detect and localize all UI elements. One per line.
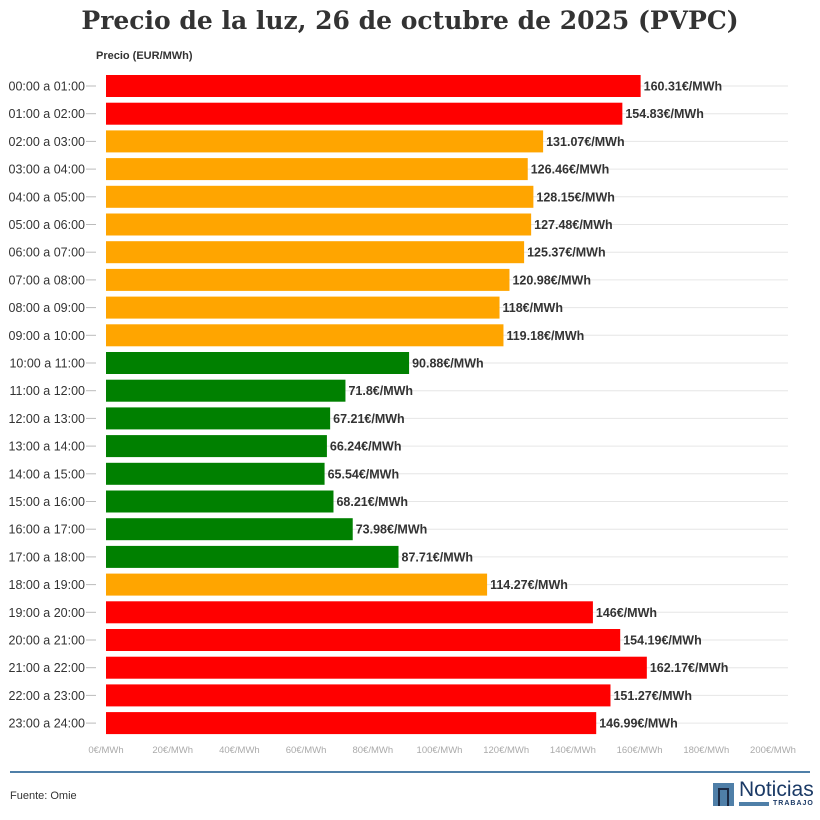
y-tick-label: 08:00 a 09:00 [9,301,86,315]
x-tick-label: 40€/MWh [219,745,260,756]
data-label: 146€/MWh [596,606,657,620]
logo-subtext: TRABAJO [773,800,814,807]
source-note: Fuente: Omie [10,790,77,802]
x-tick-label: 60€/MWh [286,745,327,756]
data-label: 87.71€/MWh [402,550,474,564]
bar [106,296,500,319]
data-label: 67.21€/MWh [333,412,405,426]
data-label: 114.27€/MWh [490,578,568,592]
y-tick-label: 00:00 a 01:00 [9,80,86,94]
data-label: 131.07€/MWh [546,135,625,149]
bar [106,462,325,485]
y-tick-label: 05:00 a 06:00 [9,218,86,232]
x-tick-label: 80€/MWh [352,745,393,756]
bar [106,684,611,707]
y-tick-label: 15:00 a 16:00 [9,495,86,509]
bar-chart: 0€/MWh 20€/MWh 40€/MWh 60€/MWh 80€/MWh 100€/M… [9,75,796,756]
y-tick-label: 17:00 a 18:00 [9,550,86,564]
y-tick-label: 19:00 a 20:00 [9,606,86,620]
y-tick-label: 16:00 a 17:00 [9,523,86,537]
noticias-trabajo-logo: Noticias TRABAJO [713,778,814,808]
bar [106,435,327,458]
y-tick-label: 07:00 a 08:00 [9,273,86,287]
bar [106,629,621,651]
bar [106,407,331,430]
y-tick-label: 21:00 a 22:00 [9,661,86,675]
data-label: 119.18€/MWh [506,329,584,343]
y-tick-label: 23:00 a 24:00 [9,717,86,731]
data-label: 127.48€/MWh [534,218,613,232]
logo-icon [713,783,734,806]
logo-bar [739,802,769,806]
x-tick-label: 100€/MWh [417,745,463,756]
bar [106,573,488,596]
data-label: 128.15€/MWh [536,190,615,204]
bar [106,324,504,347]
x-tick-label: 20€/MWh [152,745,193,756]
bar [106,545,399,568]
bar [106,656,647,679]
data-label: 118€/MWh [503,301,563,315]
bar [106,213,532,236]
bar [106,130,544,153]
bar [106,75,641,97]
y-tick-label: 04:00 a 05:00 [9,190,86,204]
y-tick-label: 18:00 a 19:00 [9,578,86,592]
y-tick-label: 01:00 a 02:00 [9,107,86,121]
y-tick-label: 22:00 a 23:00 [9,689,86,703]
x-tick-label: 120€/MWh [483,745,529,756]
x-tick-label: 200€/MWh [750,745,796,756]
bar [106,185,534,208]
y-tick-label: 09:00 a 10:00 [9,329,86,343]
x-tick-label: 180€/MWh [683,745,729,756]
x-tick-label: 0€/MWh [88,745,123,756]
x-tick-label: 140€/MWh [550,745,596,756]
bar [106,601,593,624]
data-label: 125.37€/MWh [527,246,606,260]
bar [106,490,334,513]
footer-divider [10,771,810,773]
y-tick-label: 02:00 a 03:00 [9,135,86,149]
bar [106,241,525,264]
x-tick-label: 160€/MWh [617,745,663,756]
logo-text: Noticias [739,778,814,801]
axis-label: Precio (EUR/MWh) [96,50,193,62]
data-label: 71.8€/MWh [348,384,413,398]
y-tick-label: 14:00 a 15:00 [9,467,86,481]
data-label: 66.24€/MWh [330,440,402,454]
data-label: 90.88€/MWh [412,357,484,371]
data-label: 154.19€/MWh [623,634,702,648]
bar [106,158,528,181]
y-tick-label: 06:00 a 07:00 [9,246,86,260]
chart-title: Precio de la luz, 26 de octubre de 2025 … [81,6,739,35]
data-label: 126.46€/MWh [531,163,610,177]
data-label: 160.31€/MWh [644,80,723,94]
data-label: 65.54€/MWh [328,467,400,481]
bar [106,518,353,541]
bar [106,379,346,402]
data-label: 68.21€/MWh [336,495,408,509]
y-tick-label: 12:00 a 13:00 [9,412,86,426]
data-label: 73.98€/MWh [356,523,428,537]
y-tick-label: 20:00 a 21:00 [9,634,86,648]
bar [106,352,410,374]
y-tick-label: 11:00 a 12:00 [9,384,85,398]
data-label: 120.98€/MWh [512,273,591,287]
bar [106,268,510,291]
data-label: 151.27€/MWh [613,689,692,703]
data-label: 162.17€/MWh [650,661,729,675]
y-tick-label: 13:00 a 14:00 [9,440,86,454]
data-label: 146.99€/MWh [599,717,678,731]
y-tick-label: 10:00 a 11:00 [9,357,85,371]
bar [106,712,597,735]
bar [106,102,623,125]
y-tick-label: 03:00 a 04:00 [9,163,86,177]
data-label: 154.83€/MWh [625,107,704,121]
